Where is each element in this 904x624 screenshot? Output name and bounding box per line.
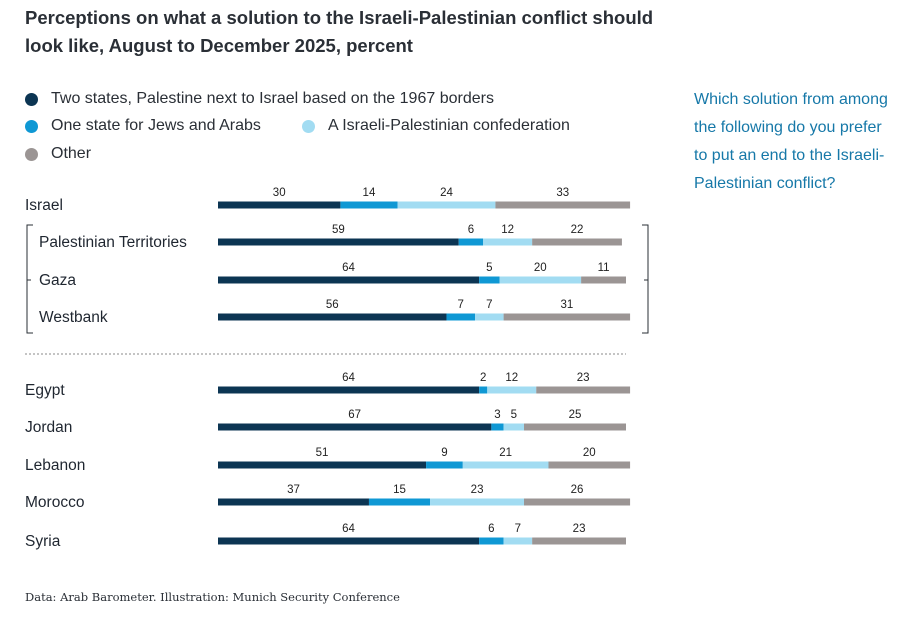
value-label-morocco-one-state: 15 — [393, 484, 406, 496]
bar-gaza-confederation — [499, 276, 582, 284]
value-label-palestinian-territories-one-state: 6 — [468, 224, 474, 236]
value-label-gaza-two-states: 64 — [342, 262, 355, 274]
bar-lebanon-other — [548, 461, 631, 469]
bar-morocco-one-state — [368, 498, 431, 506]
legend-label-one-state: One state for Jews and Arabs — [51, 117, 261, 134]
source-note: Data: Arab Barometer. Illustration: Muni… — [25, 590, 400, 604]
bar-jordan-other — [524, 423, 626, 431]
value-label-egypt-other: 23 — [577, 372, 590, 384]
value-label-westbank-two-states: 56 — [326, 299, 339, 311]
value-label-israel-confederation: 24 — [440, 187, 453, 199]
bar-jordan-two-states — [218, 423, 492, 431]
bar-gaza-other — [581, 276, 626, 284]
row-label-westbank: Westbank — [39, 309, 108, 326]
value-label-morocco-two-states: 37 — [287, 484, 300, 496]
legend-swatch-other — [25, 147, 38, 161]
group-bracket-left — [26, 224, 33, 334]
value-label-westbank-confederation: 7 — [486, 299, 492, 311]
value-label-westbank-other: 31 — [560, 299, 573, 311]
bar-egypt-confederation — [487, 386, 537, 394]
value-label-lebanon-confederation: 21 — [499, 447, 512, 459]
value-label-gaza-other: 11 — [598, 262, 610, 274]
bar-westbank-confederation — [475, 313, 504, 321]
bar-westbank-other — [503, 313, 631, 321]
bar-syria-confederation — [503, 537, 533, 545]
value-label-egypt-one-state: 2 — [480, 372, 486, 384]
value-label-syria-confederation: 7 — [515, 523, 521, 535]
value-label-gaza-one-state: 5 — [486, 262, 492, 274]
bar-israel-one-state — [340, 201, 398, 209]
value-label-syria-other: 23 — [573, 523, 586, 535]
legend-item-two-states: Two states, Palestine next to Israel bas… — [25, 89, 494, 109]
row-label-morocco: Morocco — [25, 494, 84, 511]
value-label-jordan-other: 25 — [569, 409, 582, 421]
value-label-palestinian-territories-other: 22 — [571, 224, 584, 236]
value-label-lebanon-other: 20 — [583, 447, 596, 459]
bar-egypt-two-states — [218, 386, 480, 394]
bar-morocco-confederation — [430, 498, 524, 506]
bar-palestinian-territories-one-state — [458, 238, 484, 246]
row-label-egypt: Egypt — [25, 382, 65, 399]
value-label-jordan-confederation: 5 — [511, 409, 517, 421]
bar-palestinian-territories-confederation — [483, 238, 533, 246]
value-label-lebanon-one-state: 9 — [441, 447, 447, 459]
row-label-gaza: Gaza — [39, 272, 76, 289]
bar-morocco-two-states — [218, 498, 369, 506]
bar-syria-other — [532, 537, 626, 545]
row-label-lebanon: Lebanon — [25, 457, 85, 474]
bar-palestinian-territories-two-states — [218, 238, 459, 246]
row-label-syria: Syria — [25, 533, 61, 550]
value-label-egypt-two-states: 64 — [342, 372, 355, 384]
legend-swatch-one-state — [25, 119, 38, 133]
value-label-lebanon-two-states: 51 — [316, 447, 329, 459]
chart-title: Perceptions on what a solution to the Is… — [25, 7, 654, 56]
legend-label-other: Other — [51, 145, 92, 162]
bar-israel-other — [495, 201, 631, 209]
row-label-jordan: Jordan — [25, 419, 72, 436]
legend-item-other: Other — [25, 144, 91, 164]
value-label-egypt-confederation: 12 — [505, 372, 518, 384]
bar-palestinian-territories-other — [532, 238, 622, 246]
bar-westbank-one-state — [446, 313, 476, 321]
bar-syria-two-states — [218, 537, 480, 545]
bar-jordan-confederation — [503, 423, 524, 431]
legend-item-confederation: A Israeli-Palestinian confederation — [302, 116, 570, 136]
value-label-israel-two-states: 30 — [273, 187, 286, 199]
legend-swatch-confederation — [302, 119, 315, 133]
value-label-morocco-other: 26 — [571, 484, 584, 496]
bar-lebanon-two-states — [218, 461, 427, 469]
value-label-israel-other: 33 — [556, 187, 569, 199]
bar-gaza-two-states — [218, 276, 480, 284]
value-label-palestinian-territories-two-states: 59 — [332, 224, 345, 236]
bar-westbank-two-states — [218, 313, 447, 321]
value-label-jordan-one-state: 3 — [494, 409, 500, 421]
value-label-jordan-two-states: 67 — [348, 409, 361, 421]
legend-swatch-two-states — [25, 92, 38, 106]
bar-jordan-one-state — [491, 423, 504, 431]
bar-lebanon-one-state — [426, 461, 463, 469]
bar-egypt-one-state — [479, 386, 488, 394]
value-label-israel-one-state: 14 — [363, 187, 376, 199]
row-label-palestinian-territories: Palestinian Territories — [39, 234, 187, 251]
bar-lebanon-confederation — [462, 461, 549, 469]
group-bracket-right — [642, 224, 649, 334]
bar-syria-one-state — [479, 537, 504, 545]
bar-morocco-other — [524, 498, 631, 506]
value-label-syria-two-states: 64 — [342, 523, 355, 535]
survey-question: Which solution from among the following … — [694, 91, 888, 192]
legend-label-confederation: A Israeli-Palestinian confederation — [328, 117, 570, 134]
value-label-palestinian-territories-confederation: 12 — [501, 224, 514, 236]
bar-israel-confederation — [397, 201, 496, 209]
legend-label-two-states: Two states, Palestine next to Israel bas… — [51, 90, 494, 107]
legend-item-one-state: One state for Jews and Arabs — [25, 116, 261, 136]
bar-egypt-other — [536, 386, 631, 394]
value-label-syria-one-state: 6 — [488, 523, 494, 535]
value-label-westbank-one-state: 7 — [458, 299, 464, 311]
bar-israel-two-states — [218, 201, 341, 209]
row-label-israel: Israel — [25, 197, 63, 214]
value-label-gaza-confederation: 20 — [534, 262, 547, 274]
bar-gaza-one-state — [479, 276, 500, 284]
value-label-morocco-confederation: 23 — [471, 484, 484, 496]
